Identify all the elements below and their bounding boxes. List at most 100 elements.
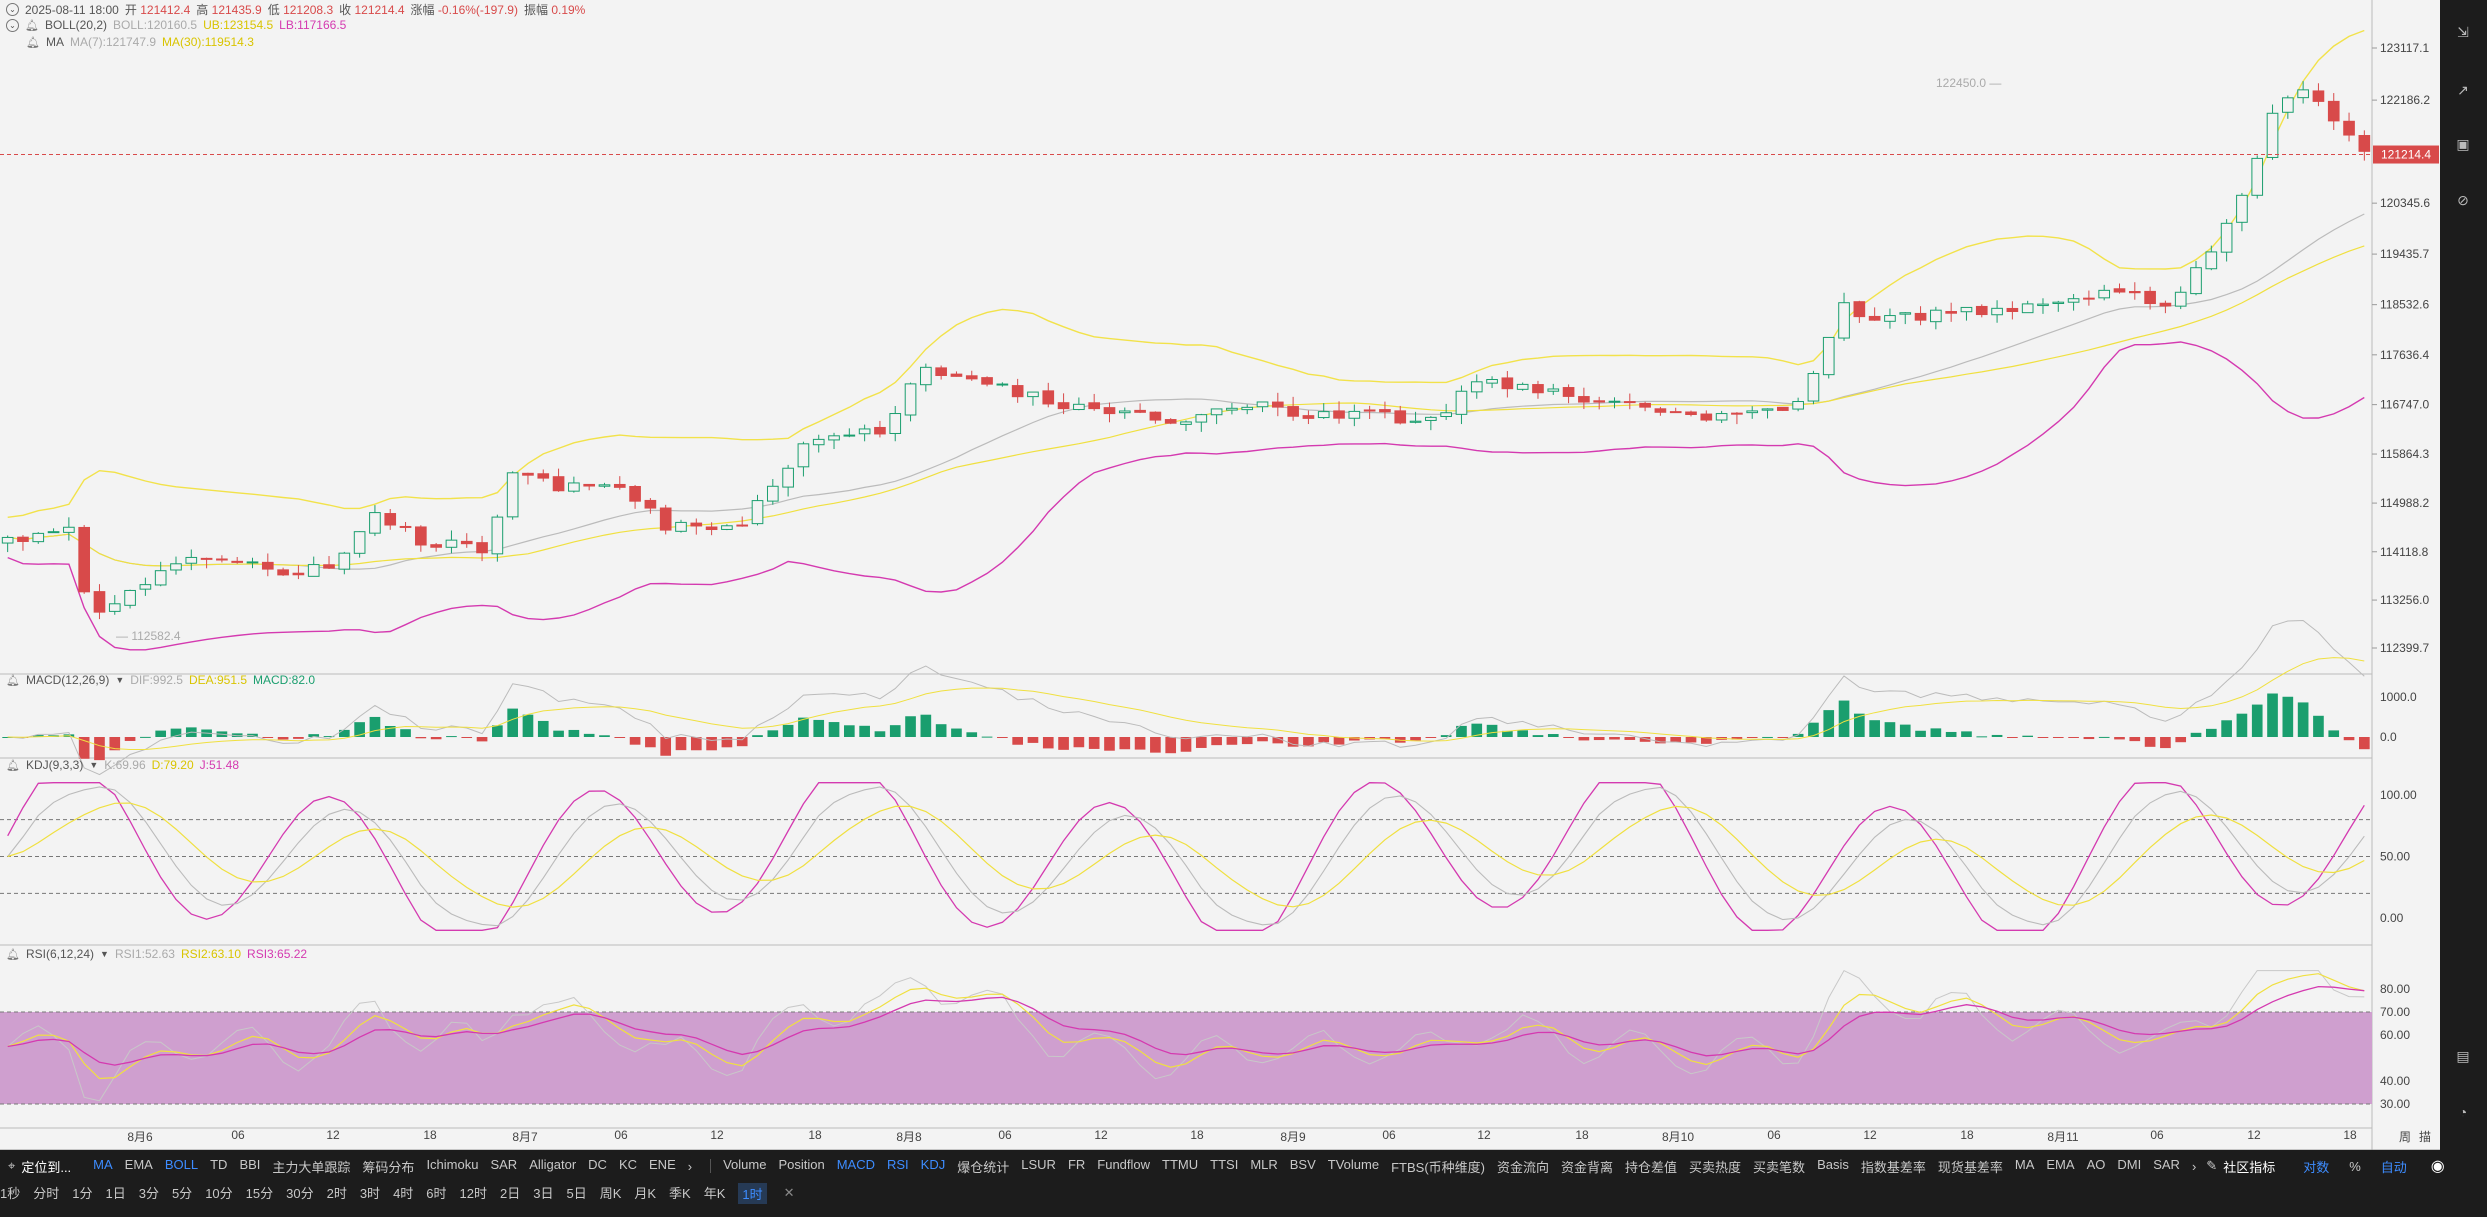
timeframe-button-11[interactable]: 4时 (393, 1185, 414, 1201)
bell-icon[interactable]: 🔔︎ (6, 674, 20, 687)
main-indicator-button-8[interactable]: SAR (490, 1156, 518, 1172)
caret-down-icon[interactable]: ▼ (115, 675, 125, 685)
timeframe-button-12[interactable]: 6时 (426, 1185, 447, 1201)
compare-icon[interactable]: ⊘ (2457, 192, 2469, 208)
sub-indicator-button-3[interactable]: RSI (887, 1156, 909, 1172)
sub-indicator-button-17[interactable]: 持仓差值 (1625, 1159, 1678, 1175)
timeframe-button-18[interactable]: 月K (634, 1185, 657, 1201)
main-indicator-button-7[interactable]: Ichimoku (426, 1156, 479, 1172)
timeframe-button-3[interactable]: 1日 (105, 1185, 126, 1201)
macd-legend: 🔔︎ MACD(12,26,9) ▼ DIF:992.5 DEA:951.5 M… (6, 673, 316, 687)
sub-indicator-button-4[interactable]: KDJ (920, 1156, 946, 1172)
boll-name[interactable]: BOLL(20,2) (44, 18, 108, 32)
timeframe-button-5[interactable]: 5分 (171, 1185, 193, 1201)
macd-name[interactable]: MACD(12,26,9) (25, 673, 110, 687)
main-indicator-button-12[interactable]: ENE (649, 1156, 676, 1172)
sub-indicator-button-13[interactable]: TVolume (1327, 1156, 1380, 1172)
main-indicator-button-1[interactable]: EMA (124, 1156, 153, 1172)
chevron-right-icon[interactable]: › (2191, 1158, 2197, 1174)
sub-indicator-button-19[interactable]: 买卖笔数 (1753, 1159, 1806, 1175)
collapse-icon[interactable]: ⌄ (6, 18, 19, 32)
timeframe-button-21[interactable]: 1时 (738, 1182, 767, 1204)
bell-icon[interactable]: 🔔︎ (25, 19, 39, 32)
timeframe-button-15[interactable]: 3日 (533, 1185, 554, 1201)
bell-icon[interactable]: 🔔︎ (6, 948, 20, 961)
community-indicators-button[interactable]: 社区指标 (2223, 1159, 2276, 1175)
timeframe-button-14[interactable]: 2日 (500, 1185, 521, 1201)
sub-indicator-button-24[interactable]: EMA (2046, 1156, 2075, 1172)
collapse-icon[interactable]: ⌄ (6, 3, 19, 16)
timeframe-button-16[interactable]: 5日 (566, 1185, 587, 1201)
sub-indicator-button-10[interactable]: TTSI (1210, 1156, 1239, 1172)
caret-down-icon[interactable]: ▼ (100, 949, 109, 959)
ma-name[interactable]: MA (45, 35, 64, 49)
sub-indicator-button-26[interactable]: DMI (2117, 1156, 2142, 1172)
timeframe-button-4[interactable]: 3分 (138, 1185, 159, 1201)
sub-indicator-button-21[interactable]: 指数基差率 (1860, 1159, 1926, 1175)
main-indicator-button-9[interactable]: Alligator (529, 1156, 577, 1172)
sub-indicator-button-11[interactable]: MLR (1250, 1156, 1278, 1172)
auto-scale-toggle[interactable]: 自动 (2380, 1159, 2407, 1175)
main-indicator-button-10[interactable]: DC (588, 1156, 607, 1172)
timeframe-button-8[interactable]: 30分 (286, 1185, 314, 1201)
sub-indicator-button-8[interactable]: Fundflow (1097, 1156, 1151, 1172)
timeframe-button-6[interactable]: 10分 (205, 1185, 233, 1201)
week-toggle[interactable]: 周 (2398, 1130, 2412, 1144)
sub-indicator-button-16[interactable]: 资金背离 (1561, 1159, 1614, 1175)
chart-trend-icon[interactable]: ↗ (2457, 82, 2469, 98)
close-icon[interactable]: ✕ (783, 1185, 795, 1200)
timeframe-button-10[interactable]: 3时 (359, 1185, 381, 1201)
sub-indicator-button-7[interactable]: FR (1067, 1156, 1086, 1172)
sub-indicator-button-22[interactable]: 现货基差率 (1937, 1159, 2003, 1175)
export-icon[interactable]: ⇲ (2457, 24, 2469, 40)
support-icon[interactable]: ◔ (2458, 1104, 2468, 1120)
main-indicator-button-5[interactable]: 主力大单跟踪 (272, 1159, 351, 1175)
timeframe-button-1[interactable]: 分时 (33, 1185, 60, 1201)
main-indicator-button-0[interactable]: MA (93, 1156, 113, 1172)
locate-button[interactable]: 定位到... (21, 1159, 72, 1175)
candle-body (1149, 411, 1162, 421)
caret-down-icon[interactable]: ▼ (89, 760, 99, 770)
layout-icon[interactable]: ▤ (2456, 1048, 2470, 1064)
timeframe-button-13[interactable]: 12时 (459, 1185, 487, 1201)
timeframe-button-9[interactable]: 2时 (326, 1185, 347, 1201)
rsi-name[interactable]: RSI(6,12,24) (25, 947, 95, 961)
sub-indicator-button-6[interactable]: LSUR (1021, 1156, 1056, 1172)
timeframe-button-19[interactable]: 季K (669, 1185, 691, 1201)
timeframe-button-0[interactable]: 1秒 (0, 1185, 21, 1201)
chart-box-icon[interactable]: ▣ (2456, 136, 2470, 152)
locate-icon[interactable]: ⌖ (8, 1158, 16, 1173)
sub-indicator-button-18[interactable]: 买卖热度 (1689, 1159, 1742, 1175)
timeframe-button-17[interactable]: 周K (599, 1185, 622, 1201)
kdj-name[interactable]: KDJ(9,3,3) (25, 758, 84, 772)
timeframe-button-2[interactable]: 1分 (72, 1185, 93, 1201)
bell-icon[interactable]: 🔔︎ (6, 759, 20, 772)
chevron-right-icon[interactable]: › (687, 1158, 693, 1174)
sub-indicator-button-23[interactable]: MA (2014, 1156, 2035, 1172)
sub-indicator-button-14[interactable]: FTBS(币种维度) (1391, 1159, 1485, 1175)
scale-toggle[interactable]: 描 (2418, 1130, 2432, 1144)
main-indicator-button-4[interactable]: BBI (239, 1156, 261, 1172)
sub-indicator-button-9[interactable]: TTMU (1162, 1156, 1199, 1172)
main-indicator-button-11[interactable]: KC (618, 1156, 638, 1172)
sub-indicator-button-20[interactable]: Basis (1817, 1156, 1849, 1172)
sub-indicator-button-27[interactable]: SAR (2153, 1156, 2180, 1172)
sub-indicator-button-5[interactable]: 爆仓统计 (957, 1159, 1010, 1175)
sub-indicator-button-15[interactable]: 资金流向 (1496, 1159, 1549, 1175)
timeframe-button-7[interactable]: 15分 (245, 1185, 274, 1201)
main-indicator-button-6[interactable]: 筹码分布 (362, 1159, 415, 1175)
timeframe-button-20[interactable]: 年K (703, 1185, 726, 1201)
log-scale-toggle[interactable]: 对数 (2303, 1159, 2330, 1175)
main-indicator-button-2[interactable]: BOLL (164, 1156, 199, 1172)
bell-icon[interactable]: 🔔︎ (26, 36, 40, 49)
sub-indicator-button-2[interactable]: MACD (836, 1156, 875, 1172)
main-indicator-button-3[interactable]: TD (210, 1156, 228, 1172)
percent-scale-toggle[interactable]: % (2349, 1158, 2361, 1174)
edit-icon[interactable]: ✎ (2206, 1158, 2218, 1173)
sub-indicator-button-0[interactable]: Volume (723, 1156, 767, 1172)
sub-indicator-button-25[interactable]: AO (2086, 1156, 2106, 1172)
sub-indicator-button-12[interactable]: BSV (1289, 1156, 1316, 1172)
kdj-legend: 🔔︎ KDJ(9,3,3) ▼ K:69.96 D:79.20 J:51.48 (6, 758, 240, 772)
sub-indicator-button-1[interactable]: Position (778, 1156, 825, 1172)
